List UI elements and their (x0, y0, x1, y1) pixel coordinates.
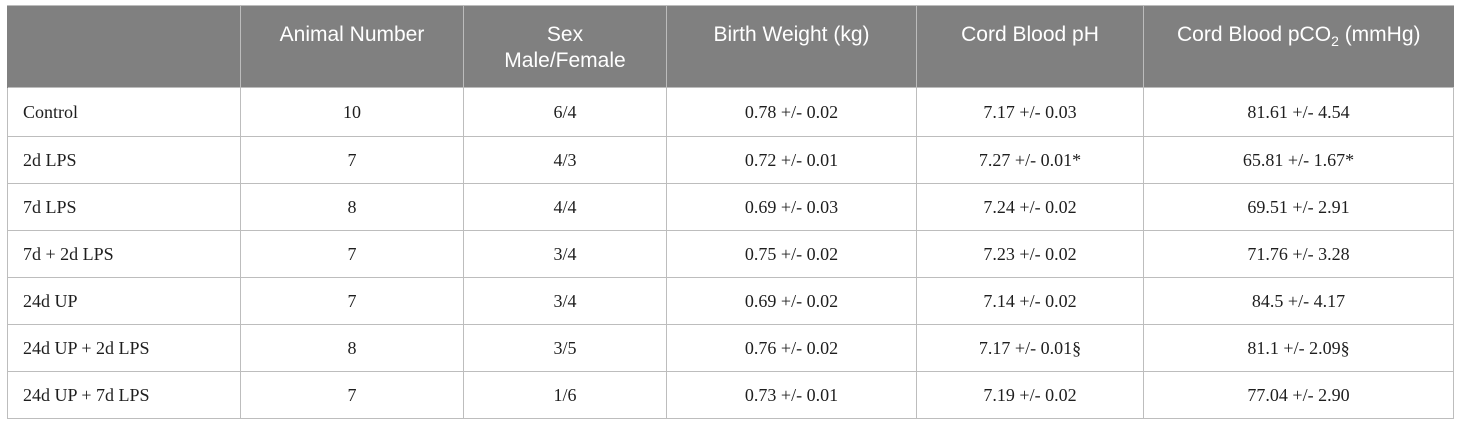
cell-group: 7d LPS (7, 183, 241, 231)
header-cord-pco2-suffix: (mmHg) (1338, 23, 1421, 46)
cell-ph: 7.17 +/- 0.01§ (916, 324, 1144, 372)
cell-ph: 7.14 +/- 0.02 (916, 277, 1144, 325)
cell-animal-number: 7 (240, 136, 464, 184)
cell-animal-number: 7 (240, 371, 464, 419)
table-row: 7d LPS 8 4/4 0.69 +/- 0.03 7.24 +/- 0.02… (7, 183, 1454, 231)
header-cord-ph: Cord Blood pH (916, 5, 1144, 88)
cell-ph: 7.27 +/- 0.01* (916, 136, 1144, 184)
cell-animal-number: 8 (240, 183, 464, 231)
cell-group: 24d UP + 2d LPS (7, 324, 241, 372)
header-row: Animal Number Sex Male/Female Birth Weig… (7, 5, 1454, 88)
cell-birth-weight: 0.78 +/- 0.02 (666, 87, 917, 137)
table-row: 2d LPS 7 4/3 0.72 +/- 0.01 7.27 +/- 0.01… (7, 136, 1454, 184)
cell-ph: 7.17 +/- 0.03 (916, 87, 1144, 137)
cell-pco2: 69.51 +/- 2.91 (1143, 183, 1454, 231)
cell-pco2: 77.04 +/- 2.90 (1143, 371, 1454, 419)
cell-group: Control (7, 87, 241, 137)
table-body: Control 10 6/4 0.78 +/- 0.02 7.17 +/- 0.… (7, 87, 1454, 419)
cell-sex: 4/4 (463, 183, 667, 231)
cell-birth-weight: 0.69 +/- 0.02 (666, 277, 917, 325)
cell-ph: 7.19 +/- 0.02 (916, 371, 1144, 419)
cell-ph: 7.24 +/- 0.02 (916, 183, 1144, 231)
cell-pco2: 65.81 +/- 1.67* (1143, 136, 1454, 184)
table-row: 24d UP 7 3/4 0.69 +/- 0.02 7.14 +/- 0.02… (7, 277, 1454, 325)
header-animal-number: Animal Number (240, 5, 464, 88)
table-row: 7d + 2d LPS 7 3/4 0.75 +/- 0.02 7.23 +/-… (7, 230, 1454, 278)
cell-pco2: 81.1 +/- 2.09§ (1143, 324, 1454, 372)
data-table-container: Animal Number Sex Male/Female Birth Weig… (7, 5, 1454, 419)
cell-group: 24d UP (7, 277, 241, 325)
header-cord-pco2-prefix: Cord Blood pCO (1176, 23, 1332, 46)
cell-sex: 3/4 (463, 230, 667, 278)
table-row: 24d UP + 7d LPS 7 1/6 0.73 +/- 0.01 7.19… (7, 371, 1454, 419)
cell-group: 24d UP + 7d LPS (7, 371, 241, 419)
cell-sex: 1/6 (463, 371, 667, 419)
cell-ph: 7.23 +/- 0.02 (916, 230, 1144, 278)
cell-sex: 3/5 (463, 324, 667, 372)
header-birth-weight: Birth Weight (kg) (666, 5, 917, 88)
cell-birth-weight: 0.72 +/- 0.01 (666, 136, 917, 184)
cord-blood-table: Animal Number Sex Male/Female Birth Weig… (7, 5, 1454, 419)
cell-birth-weight: 0.76 +/- 0.02 (666, 324, 917, 372)
table-header: Animal Number Sex Male/Female Birth Weig… (7, 5, 1454, 88)
cell-group: 2d LPS (7, 136, 241, 184)
cell-sex: 6/4 (463, 87, 667, 137)
cell-pco2: 81.61 +/- 4.54 (1143, 87, 1454, 137)
header-cord-pco2-sub: 2 (1331, 33, 1339, 49)
header-group (7, 5, 241, 88)
cell-animal-number: 10 (240, 87, 464, 137)
cell-sex: 4/3 (463, 136, 667, 184)
cell-animal-number: 7 (240, 277, 464, 325)
header-sex-line2: Male/Female (504, 49, 626, 72)
cell-birth-weight: 0.69 +/- 0.03 (666, 183, 917, 231)
table-row: Control 10 6/4 0.78 +/- 0.02 7.17 +/- 0.… (7, 87, 1454, 137)
header-cord-pco2: Cord Blood pCO2 (mmHg) (1143, 5, 1454, 88)
header-sex-line1: Sex (546, 23, 584, 46)
table-row: 24d UP + 2d LPS 8 3/5 0.76 +/- 0.02 7.17… (7, 324, 1454, 372)
cell-animal-number: 7 (240, 230, 464, 278)
cell-birth-weight: 0.75 +/- 0.02 (666, 230, 917, 278)
cell-birth-weight: 0.73 +/- 0.01 (666, 371, 917, 419)
cell-animal-number: 8 (240, 324, 464, 372)
cell-pco2: 84.5 +/- 4.17 (1143, 277, 1454, 325)
header-sex: Sex Male/Female (463, 5, 667, 88)
cell-pco2: 71.76 +/- 3.28 (1143, 230, 1454, 278)
cell-group: 7d + 2d LPS (7, 230, 241, 278)
cell-sex: 3/4 (463, 277, 667, 325)
